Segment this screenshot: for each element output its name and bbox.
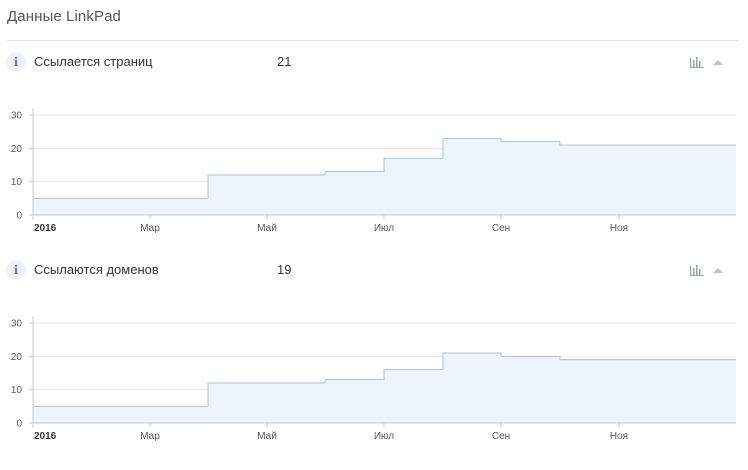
chart-referring-pages: 0 10 20 30 2016 Мар Май Июл Сен Ноя	[11, 109, 736, 234]
bar-chart-icon[interactable]	[690, 264, 704, 276]
metric-label: Ссылается страниц	[34, 54, 153, 69]
x-tick-label: Ноя	[610, 431, 628, 442]
bar-chart-icon[interactable]	[690, 56, 704, 68]
x-tick-label: Июл	[374, 223, 394, 234]
chevron-up-icon[interactable]	[712, 264, 724, 276]
chart-referring-domains: 0 10 20 30 2016 Мар Май Июл Сен Ноя	[11, 317, 736, 442]
x-tick-label: Май	[257, 223, 277, 234]
series-line	[33, 137, 736, 199]
chevron-up-icon[interactable]	[712, 56, 724, 68]
info-icon[interactable]: i	[6, 260, 26, 280]
y-tick-label: 0	[16, 211, 22, 222]
y-tick-label: 20	[11, 144, 23, 155]
x-tick-label: Ноя	[610, 223, 628, 234]
x-tick-label: Сен	[492, 223, 510, 234]
y-tick-label: 20	[11, 352, 23, 363]
title-divider	[7, 40, 738, 41]
x-tick-label: Июл	[374, 431, 394, 442]
metric-value: 19	[277, 262, 292, 277]
info-icon[interactable]: i	[6, 52, 26, 72]
y-tick-label: 30	[11, 111, 23, 122]
series-area	[33, 353, 736, 423]
section-header: i Ссылается страниц 21	[0, 52, 748, 78]
metric-label: Ссылаются доменов	[34, 262, 159, 277]
metric-section-referring-domains: i Ссылаются доменов 19 0 10 20 30 2016 Мар Май…	[0, 260, 748, 470]
x-tick-label: 2016	[34, 431, 57, 442]
y-tick-label: 10	[11, 385, 23, 396]
section-header: i Ссылаются доменов 19	[0, 260, 748, 286]
series-area	[33, 138, 736, 215]
x-tick-label: Май	[257, 431, 277, 442]
x-tick-label: Сен	[492, 431, 510, 442]
y-tick-label: 0	[16, 419, 22, 430]
x-tick-label: Мар	[140, 431, 160, 442]
y-tick-label: 30	[11, 319, 23, 330]
y-tick-label: 10	[11, 177, 23, 188]
metric-section-referring-pages: i Ссылается страниц 21 0 10 20 30 2016 Мар Май…	[0, 52, 748, 262]
page-title: Данные LinkPad	[7, 8, 121, 25]
series-line	[33, 352, 736, 407]
x-tick-label: Мар	[140, 223, 160, 234]
x-tick-label: 2016	[34, 223, 57, 234]
metric-value: 21	[277, 54, 292, 69]
